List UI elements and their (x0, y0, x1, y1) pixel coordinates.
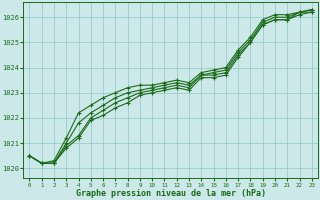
X-axis label: Graphe pression niveau de la mer (hPa): Graphe pression niveau de la mer (hPa) (76, 189, 266, 198)
